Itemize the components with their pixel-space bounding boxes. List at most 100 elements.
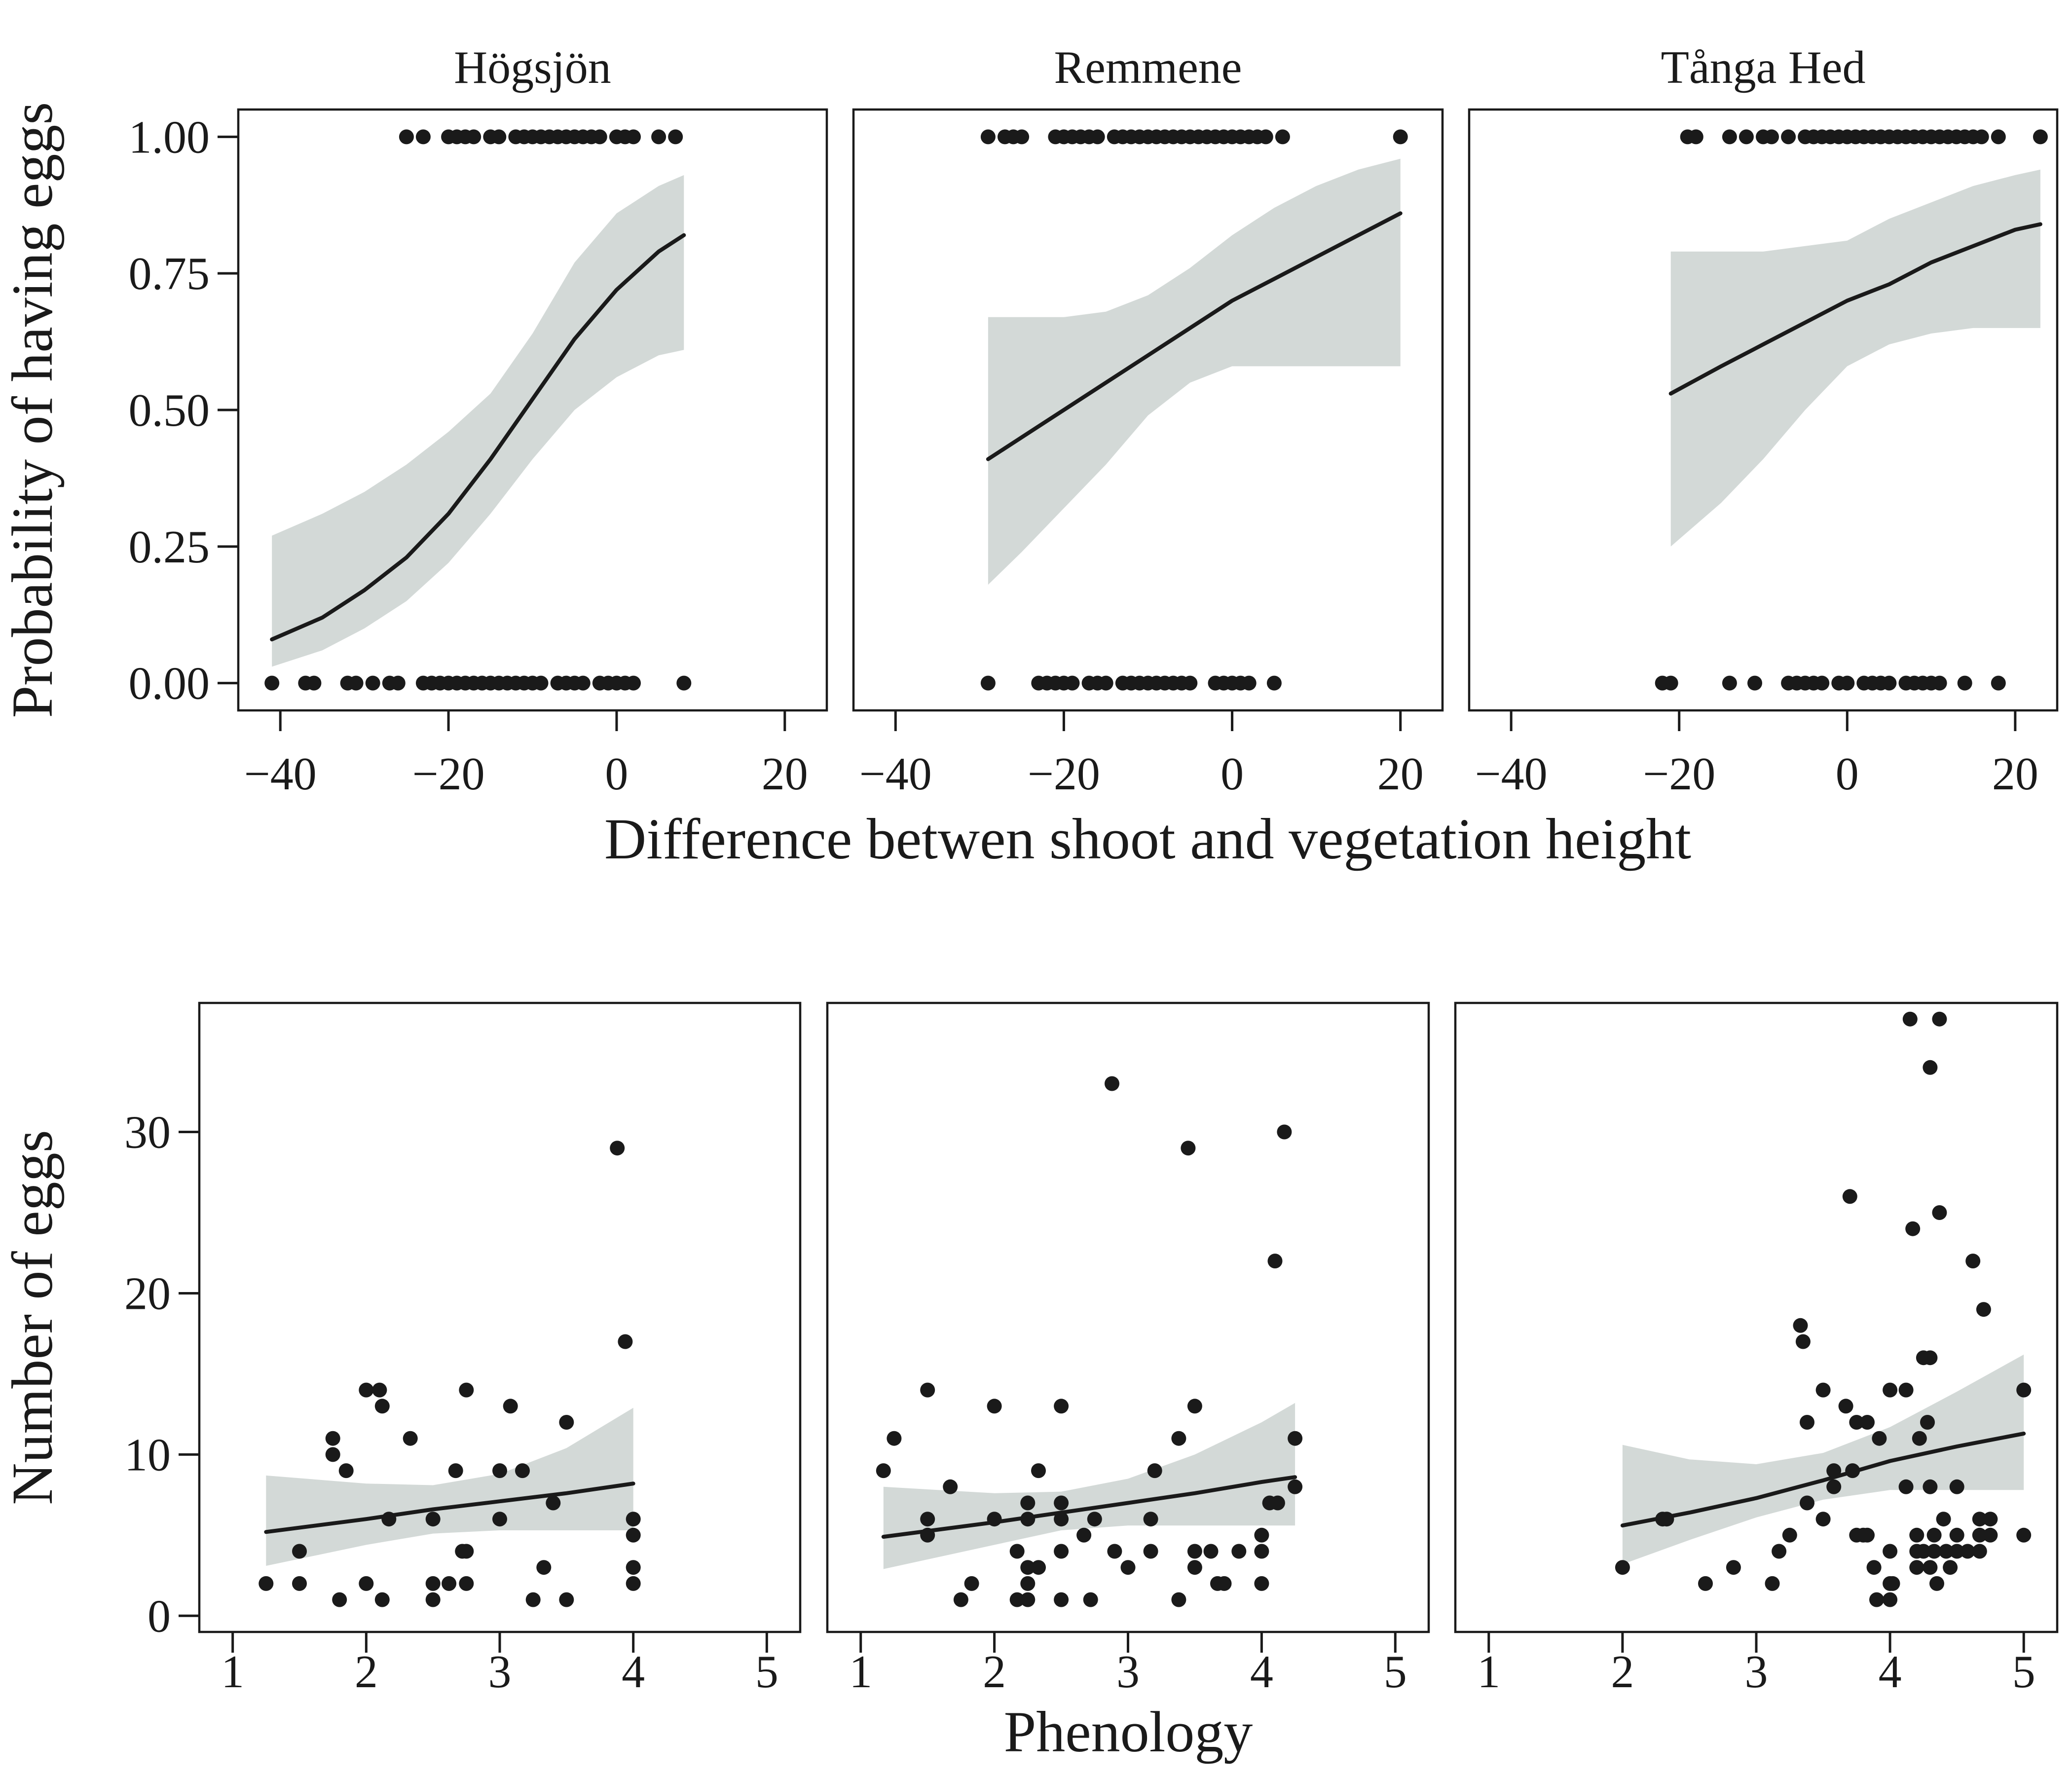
data-point <box>359 1382 374 1398</box>
data-point <box>668 129 683 145</box>
data-point <box>325 1431 340 1446</box>
data-point <box>1860 1527 1875 1543</box>
data-point <box>1923 1479 1938 1494</box>
data-point <box>610 1141 625 1156</box>
data-point <box>1991 129 2006 145</box>
x-axis-label: Phenology <box>1004 1700 1253 1764</box>
data-point <box>425 1576 441 1591</box>
x-tick-label: 20 <box>1377 748 1424 800</box>
data-point <box>1181 1141 1196 1156</box>
data-point <box>515 1463 530 1479</box>
data-point <box>1842 1189 1857 1204</box>
data-point <box>1960 1544 1975 1559</box>
data-point <box>559 1592 574 1607</box>
data-point <box>1203 1544 1219 1559</box>
data-point <box>1905 1221 1921 1236</box>
data-point <box>365 675 380 691</box>
x-axis: −40 −20 0 20 <box>859 710 1424 800</box>
data-point <box>987 1399 1002 1414</box>
data-point <box>1031 1463 1046 1479</box>
data-point <box>442 1576 457 1591</box>
chart-row-top: Högsjön −40 −20 0 20 0.00 0.25 0.50 0.75 1.00 Remm… <box>0 42 2059 871</box>
data-point <box>415 129 431 145</box>
data-point <box>1020 1495 1036 1511</box>
data-point <box>920 1382 935 1398</box>
x-axis: 1 2 3 4 5 <box>221 1632 778 1698</box>
data-point <box>264 675 280 691</box>
data-point <box>651 129 666 145</box>
fitted-line <box>1668 222 2042 396</box>
data-point <box>1054 1512 1069 1527</box>
confidence-band <box>266 1407 633 1566</box>
data-point <box>1258 129 1273 145</box>
x-axis: 1 2 3 4 5 <box>849 1632 1407 1698</box>
panel-frame <box>1468 108 2059 712</box>
data-point <box>1143 1512 1158 1527</box>
x-axis: 1 2 3 4 5 <box>1477 1632 2035 1698</box>
panel-title: Högsjön <box>454 42 611 93</box>
x-tick-label: 5 <box>2012 1646 2035 1698</box>
data-point <box>332 1592 347 1607</box>
panel-title: Remmene <box>1054 42 1242 93</box>
data-point <box>448 1463 463 1479</box>
data-point <box>1781 129 1796 145</box>
data-point <box>459 1576 474 1591</box>
data-point <box>1254 1576 1269 1591</box>
x-tick-label: 5 <box>755 1646 778 1698</box>
data-point <box>1883 1544 1898 1559</box>
confidence-band <box>883 1403 1295 1569</box>
data-point <box>626 1512 641 1527</box>
data-point <box>1054 1495 1069 1511</box>
data-point <box>1698 1576 1713 1591</box>
data-point <box>1393 129 1408 145</box>
x-tick-label: 20 <box>762 748 808 800</box>
data-point <box>1923 1560 1938 1575</box>
data-point <box>491 129 507 145</box>
data-point <box>1957 675 1972 691</box>
x-tick-label: −40 <box>244 748 317 800</box>
data-point <box>1949 1479 1964 1494</box>
chart-row-bottom: 1 2 3 4 5 0 10 20 30 1 2 3 4 5 1 2 3 4 5 Number of eggs Phen… <box>0 1001 2059 1764</box>
data-point <box>626 1560 641 1575</box>
data-point <box>980 675 996 691</box>
data-point <box>1902 1011 1918 1027</box>
data-point <box>503 1399 518 1414</box>
data-point <box>338 1463 354 1479</box>
data-point <box>1107 1544 1122 1559</box>
data-point <box>618 1334 633 1349</box>
data-point <box>920 1512 935 1527</box>
y-tick-label: 0.00 <box>129 658 210 709</box>
confidence-band <box>988 158 1401 585</box>
data-point <box>1976 1302 1991 1317</box>
x-tick-label: 2 <box>355 1646 378 1698</box>
fitted-line <box>270 233 686 642</box>
panel-top-2: Remmene −40 −20 0 20 <box>852 42 1444 800</box>
data-point <box>1288 1431 1303 1446</box>
panel-frame <box>852 108 1444 712</box>
data-point <box>626 1576 641 1591</box>
data-point <box>1882 675 1897 691</box>
data-point <box>1270 1495 1285 1511</box>
data-point <box>964 1576 979 1591</box>
fitted-line <box>986 211 1403 461</box>
data-point <box>1909 1560 1924 1575</box>
x-tick-label: −40 <box>859 748 932 800</box>
data-point <box>1217 1576 1232 1591</box>
y-tick-label: 0 <box>148 1591 171 1642</box>
data-point <box>1826 1463 1842 1479</box>
x-tick-label: −20 <box>1028 748 1100 800</box>
data-point <box>546 1495 561 1511</box>
data-point <box>1939 1544 1954 1559</box>
data-point <box>1020 1560 1036 1575</box>
data-point <box>920 1527 935 1543</box>
y-tick-label: 20 <box>124 1268 171 1319</box>
data-point <box>348 675 364 691</box>
data-point <box>1793 1318 1808 1333</box>
data-point <box>559 1415 574 1430</box>
data-point <box>1105 1076 1119 1091</box>
data-point <box>1772 1544 1787 1559</box>
data-point <box>1840 675 1855 691</box>
fitted-line <box>264 1481 635 1534</box>
data-point <box>2016 1382 2032 1398</box>
x-tick-label: 0 <box>1836 748 1859 800</box>
